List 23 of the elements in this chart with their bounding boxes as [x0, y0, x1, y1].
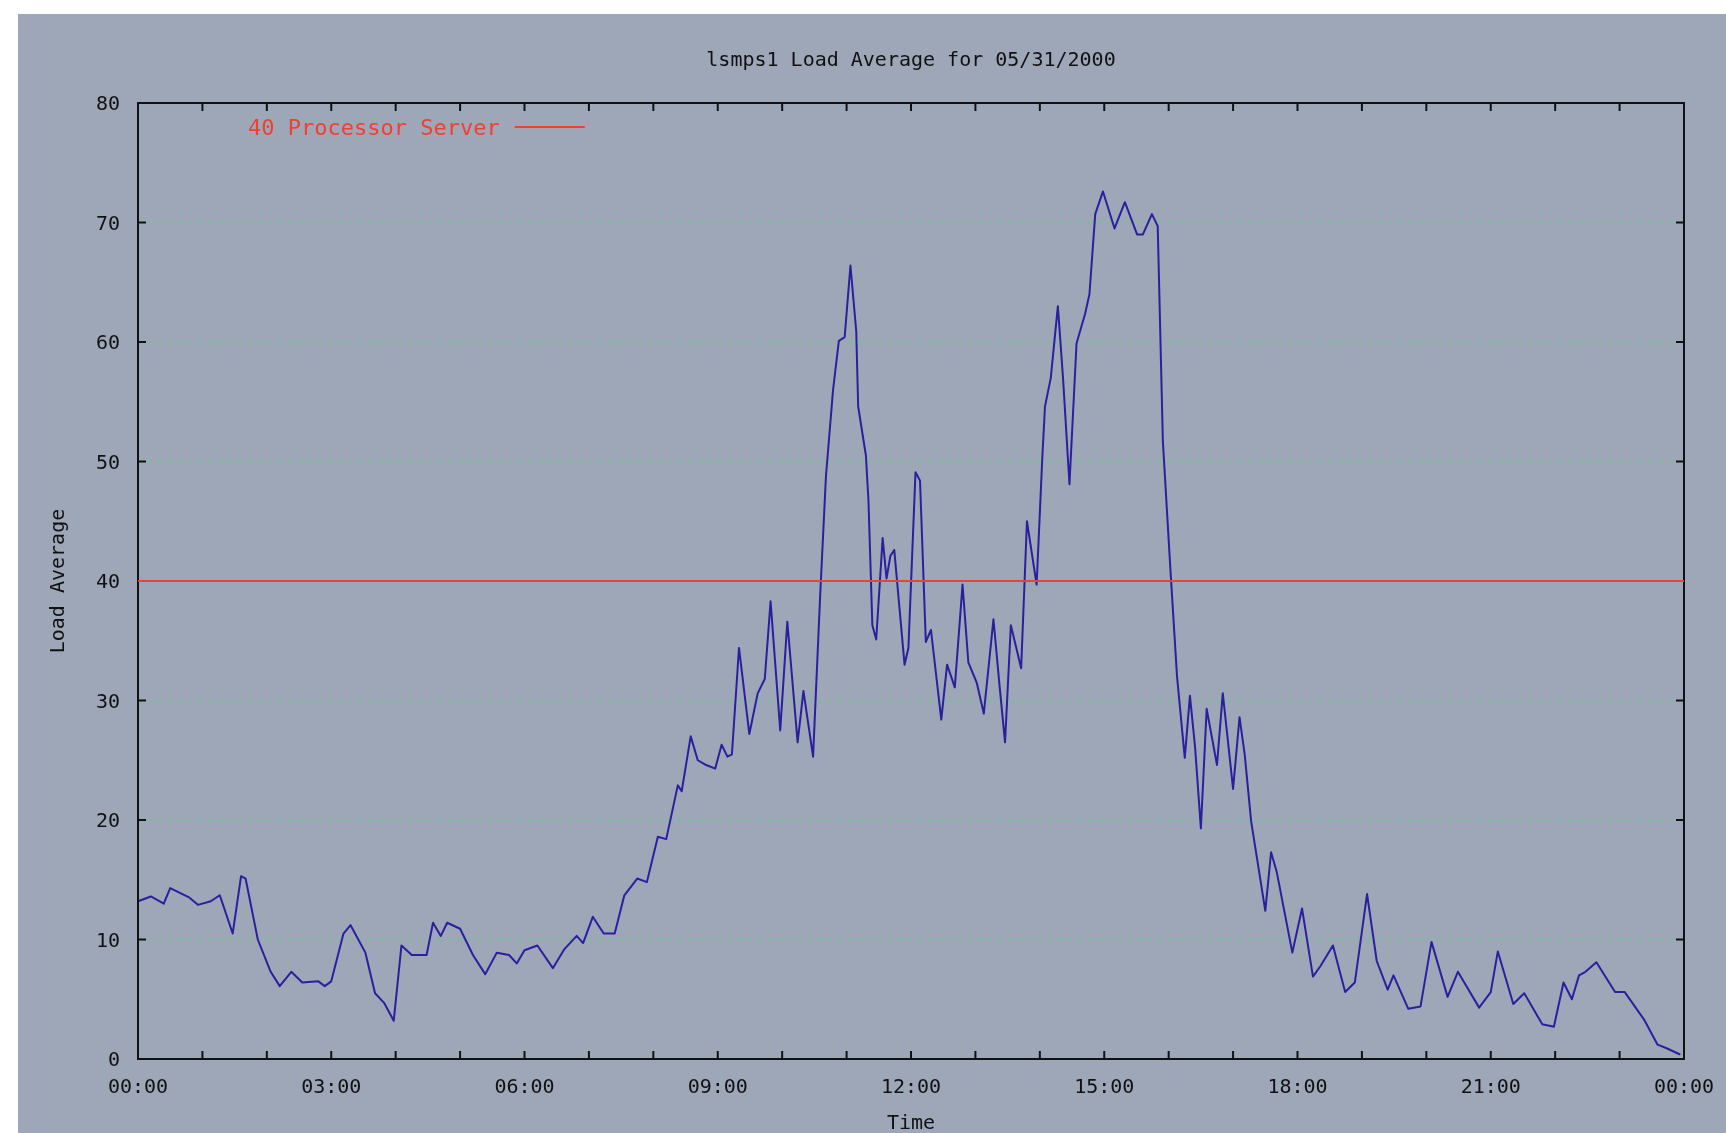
y-tick-label: 10 [95, 927, 120, 952]
x-tick-label: 12:00 [880, 1074, 942, 1098]
x-tick-label: 21:00 [1460, 1074, 1521, 1098]
y-axis-title: Load Average [45, 508, 69, 654]
y-tick-label: 30 [95, 688, 120, 713]
x-tick-label: 00:00 [107, 1074, 169, 1098]
y-tick-label: 40 [95, 569, 120, 593]
y-tick-label: 50 [95, 449, 120, 474]
x-tick-label: 18:00 [1267, 1074, 1328, 1098]
y-tick-label: 0 [107, 1047, 120, 1071]
x-tick-label: 06:00 [494, 1074, 555, 1098]
y-tick-label: 80 [95, 91, 120, 115]
y-tick-label: 20 [95, 808, 120, 832]
line-series [137, 190, 1681, 1056]
x-tick-label: 03:00 [301, 1074, 362, 1098]
y-tick-label: 60 [95, 330, 120, 354]
chart-title: lsmps1 Load Average for 05/31/2000 [706, 47, 1116, 71]
x-axis-title: Time [886, 1110, 936, 1133]
x-tick-label: 00:00 [1653, 1074, 1715, 1098]
x-tick-label: 15:00 [1074, 1074, 1135, 1098]
legend-label: 40 Processor Server [248, 114, 500, 140]
x-tick-label: 09:00 [687, 1074, 748, 1098]
y-tick-label: 70 [95, 210, 120, 235]
